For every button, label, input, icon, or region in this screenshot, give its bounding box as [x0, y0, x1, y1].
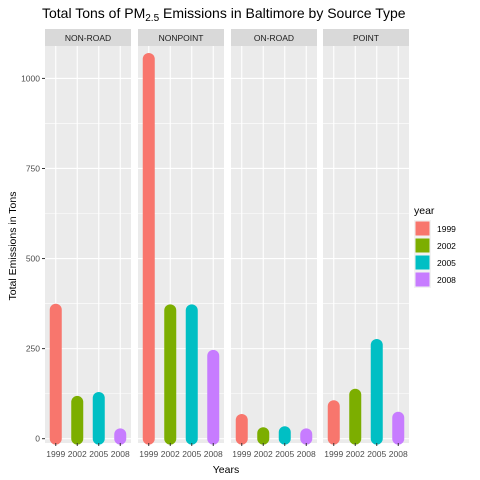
x-tick-label: 2008: [204, 449, 223, 459]
x-tick-label: 2002: [161, 449, 180, 459]
x-tick-label: 2005: [182, 449, 201, 459]
y-tick-label: 1000: [21, 73, 40, 83]
facet-strip-label: NONPOINT: [159, 33, 204, 43]
y-tick-label: 250: [26, 344, 40, 354]
y-axis-title: Total Emissions in Tons: [7, 192, 19, 301]
legend-key-2008: [415, 272, 430, 287]
x-tick-label: 1999: [232, 449, 251, 459]
facet-strip-label: NON-ROAD: [65, 33, 111, 43]
facet-on-road: ON-ROAD 1999 2002 2005 2008: [231, 29, 317, 459]
x-tick-label: 1999: [139, 449, 158, 459]
legend-title: year: [414, 205, 435, 217]
y-tick-label: 750: [26, 163, 40, 173]
y-tick-label: 0: [35, 434, 40, 444]
legend-key-2002: [415, 238, 430, 253]
x-tick-label: 1999: [324, 449, 343, 459]
facet-strip: [138, 29, 224, 46]
facet-strip: [323, 29, 409, 46]
facet-strip-label: POINT: [353, 33, 379, 43]
x-tick-label: 2002: [68, 449, 87, 459]
x-tick-label: 2008: [389, 449, 408, 459]
y-tick-label: 500: [26, 254, 40, 264]
facet-strip: [231, 29, 317, 46]
y-axis: 0 250 500 750 1000: [21, 73, 45, 444]
chart-title: Total Tons of PM2.5 Emissions in Baltimo…: [42, 5, 406, 24]
x-axis-title: Years: [213, 464, 239, 476]
facet-nonpoint: NONPOINT 1999 2002 2005 2008: [138, 29, 224, 459]
panel-background: [231, 46, 317, 443]
x-tick-label: 2005: [89, 449, 108, 459]
facet-strip: [45, 29, 131, 46]
facet-non-road: NON-ROAD 1999 2002 2005 2008: [45, 29, 131, 459]
facet-point: POINT 1999 2002 2005 2008: [323, 29, 409, 459]
facet-strip-label: ON-ROAD: [254, 33, 294, 43]
x-tick-label: 2008: [111, 449, 130, 459]
panel-background: [323, 46, 409, 443]
legend-key-2005: [415, 255, 430, 270]
x-tick-label: 1999: [46, 449, 65, 459]
legend-label-2008: 2008: [437, 275, 456, 285]
legend-label-2005: 2005: [437, 258, 456, 268]
legend-key-1999: [415, 221, 430, 236]
legend-label-2002: 2002: [437, 241, 456, 251]
x-tick-label: 2008: [297, 449, 316, 459]
legend-label-1999: 1999: [437, 224, 456, 234]
x-tick-label: 2002: [254, 449, 273, 459]
x-tick-label: 2005: [367, 449, 386, 459]
x-tick-label: 2005: [275, 449, 294, 459]
x-tick-label: 2002: [346, 449, 365, 459]
